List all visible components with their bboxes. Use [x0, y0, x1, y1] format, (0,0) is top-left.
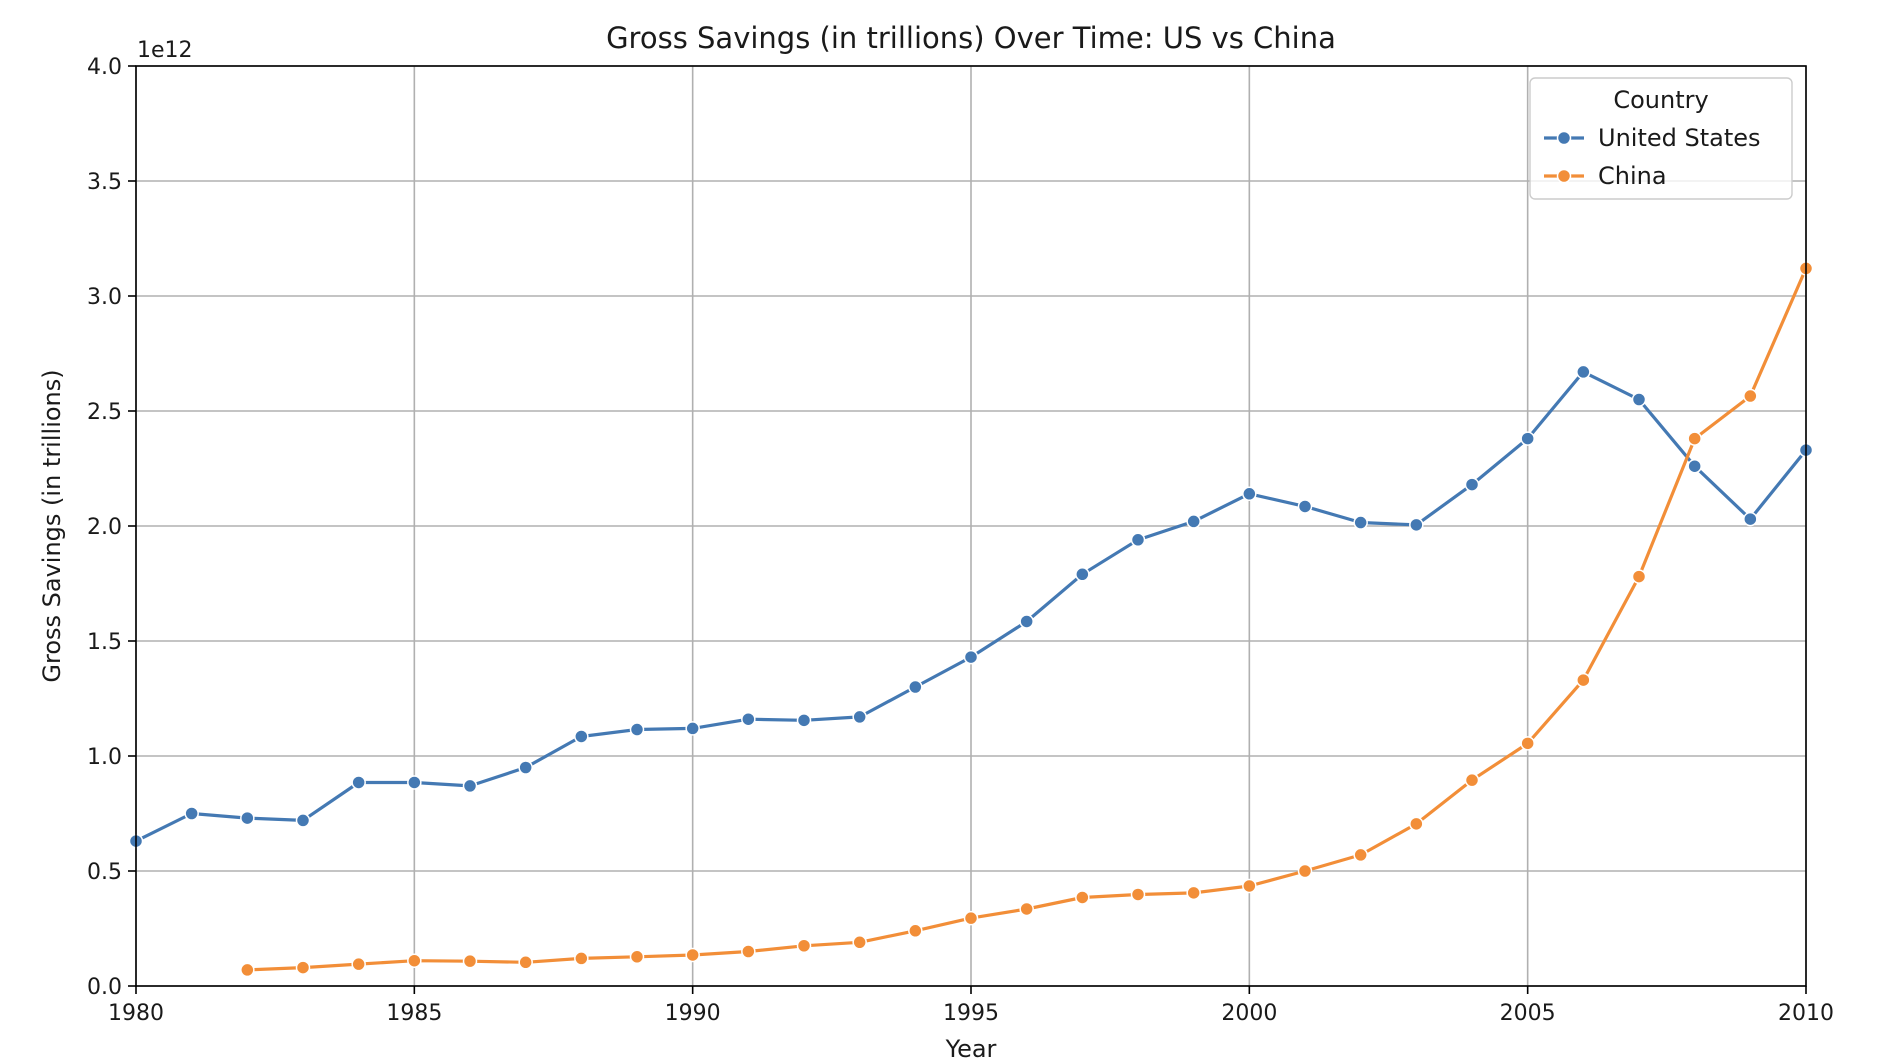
data-point-china	[908, 923, 923, 939]
data-point-united-states	[295, 813, 311, 828]
series-china	[240, 261, 1814, 978]
data-point-united-states	[1242, 486, 1257, 502]
data-point-united-states	[1353, 515, 1368, 530]
data-point-china	[574, 951, 589, 966]
legend-box	[1529, 77, 1793, 200]
data-point-united-states	[1019, 614, 1034, 629]
data-point-united-states	[741, 711, 756, 727]
y-tick-label: 2.0	[87, 515, 122, 540]
data-point-china	[1353, 847, 1368, 863]
chart-title: Gross Savings (in trillions) Over Time: …	[606, 21, 1336, 55]
data-point-united-states	[1186, 514, 1201, 529]
data-point-china	[741, 944, 756, 959]
legend-item-united-states: United States	[1544, 124, 1761, 152]
data-point-united-states	[629, 722, 645, 737]
y-axis-label: Gross Savings (in trillions)	[38, 369, 66, 682]
data-point-china	[1464, 772, 1480, 788]
data-point-china	[295, 960, 311, 975]
y-tick-label: 3.0	[87, 285, 122, 310]
data-point-united-states	[184, 806, 199, 821]
data-point-united-states	[796, 713, 812, 728]
y-tick-label: 0.5	[87, 860, 122, 885]
data-point-united-states	[351, 775, 366, 790]
data-point-china	[1409, 816, 1424, 832]
data-point-china	[1130, 887, 1146, 902]
data-point-united-states	[908, 679, 923, 695]
data-point-united-states	[685, 721, 700, 736]
y-tick-label: 2.5	[87, 400, 122, 425]
y-tick-label: 4.0	[87, 55, 122, 80]
data-point-united-states	[1687, 458, 1702, 474]
x-tick-label: 1995	[943, 1001, 999, 1026]
x-tick-label: 1980	[108, 1001, 164, 1026]
data-point-china	[796, 938, 812, 953]
legend: Country United States China	[1529, 77, 1793, 200]
data-point-united-states	[1130, 532, 1146, 548]
data-point-china	[629, 949, 645, 965]
data-point-china	[1631, 569, 1647, 584]
data-point-china	[1297, 863, 1313, 879]
legend-marker-china	[1556, 168, 1572, 184]
data-point-china	[685, 947, 700, 963]
data-point-united-states	[1464, 477, 1480, 492]
data-point-united-states	[1743, 511, 1758, 527]
data-point-united-states	[407, 775, 422, 790]
x-tick-label: 2005	[1500, 1001, 1556, 1026]
data-point-united-states	[1631, 392, 1647, 407]
data-point-united-states	[1576, 364, 1591, 380]
legend-label-united-states: United States	[1598, 124, 1761, 152]
data-point-china	[1520, 736, 1535, 751]
x-tick-label: 1985	[386, 1001, 442, 1026]
data-point-united-states	[240, 810, 255, 826]
data-point-china	[407, 953, 422, 968]
legend-marker-united-states	[1556, 130, 1572, 146]
data-point-china	[1186, 885, 1201, 901]
y-tick-label: 3.5	[87, 170, 122, 195]
data-point-united-states	[518, 760, 533, 775]
legend-label-china: China	[1598, 162, 1667, 190]
grid-lines	[135, 65, 1807, 987]
y-tick-label: 1.0	[87, 745, 122, 770]
data-point-united-states	[1075, 567, 1090, 582]
data-point-china	[240, 962, 255, 978]
data-point-united-states	[1409, 517, 1424, 533]
data-point-china	[1687, 431, 1702, 446]
data-point-united-states	[462, 778, 478, 794]
y-offset-label: 1e12	[137, 38, 193, 63]
axis-ticks: 1980 1985 1990 1995 2000 2005 2010 0.0 0.5 1.0 1.5…	[87, 55, 1834, 1026]
data-point-china	[1075, 890, 1090, 905]
data-point-china	[1743, 388, 1758, 404]
data-point-united-states	[574, 729, 589, 744]
x-tick-label: 2010	[1778, 1001, 1834, 1026]
series-united-states	[128, 364, 1814, 849]
data-point-china	[1242, 878, 1257, 894]
x-tick-label: 1990	[665, 1001, 721, 1026]
data-point-china	[462, 953, 478, 969]
data-point-china	[518, 955, 533, 970]
data-point-united-states	[1297, 499, 1313, 514]
data-point-united-states	[1520, 431, 1535, 446]
legend-item-china: China	[1544, 162, 1667, 190]
data-point-china	[1576, 672, 1591, 688]
data-point-china	[963, 910, 979, 926]
data-point-china	[351, 956, 366, 972]
series-layer	[128, 261, 1814, 978]
data-point-china	[1019, 901, 1034, 917]
legend-title: Country	[1613, 86, 1708, 114]
x-axis-label: Year	[945, 1035, 997, 1063]
y-tick-label: 0.0	[87, 975, 122, 1000]
data-point-china	[852, 935, 867, 950]
data-point-united-states	[852, 709, 867, 725]
y-tick-label: 1.5	[87, 630, 122, 655]
data-point-united-states	[963, 649, 979, 665]
x-tick-label: 2000	[1221, 1001, 1277, 1026]
